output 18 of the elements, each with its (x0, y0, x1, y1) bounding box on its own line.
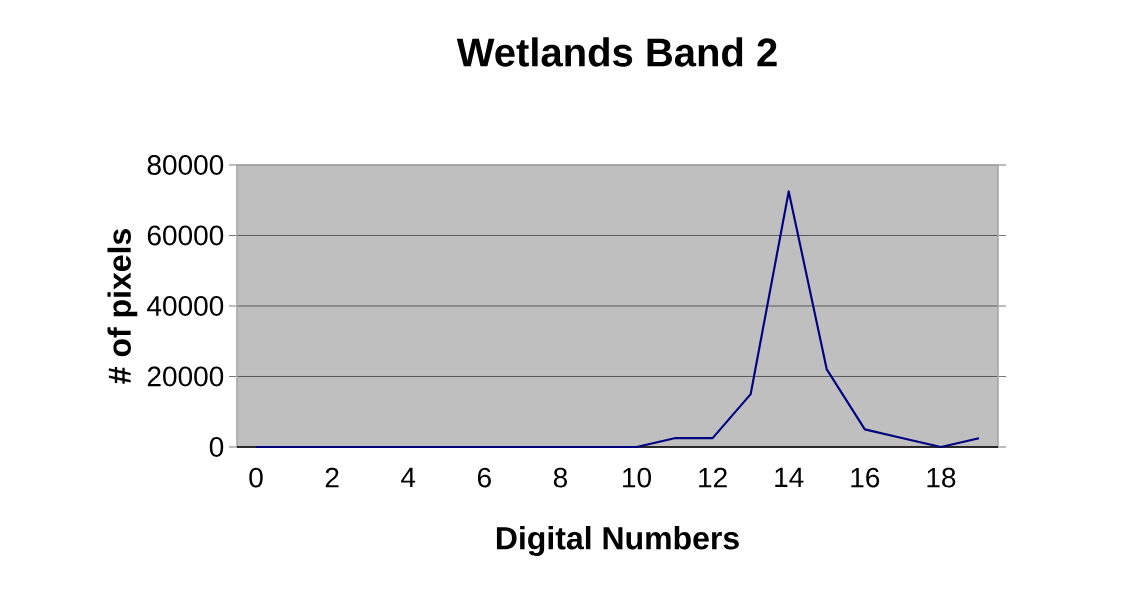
x-tick-label: 8 (553, 467, 567, 488)
x-tick-label: 10 (623, 467, 651, 488)
x-axis-title: Digital Numbers (496, 526, 739, 556)
y-tick-label: 0 (209, 437, 224, 457)
chart-title: Wetlands Band 2 (456, 37, 777, 67)
y-tick-label: 20000 (147, 366, 224, 387)
y-tick-label: 60000 (147, 225, 224, 246)
y-tick-label: 40000 (147, 296, 224, 316)
x-tick-label: 4 (401, 467, 416, 487)
x-tick-label: 12 (699, 467, 727, 488)
y-tick-label: 80000 (147, 155, 224, 175)
x-tick-label: 14 (775, 467, 804, 487)
x-tick-label: 6 (477, 467, 491, 488)
x-tick-label: 16 (851, 467, 880, 488)
y-axis-title: # of pixels (107, 229, 138, 384)
x-tick-label: 18 (927, 467, 956, 488)
x-tick-label: 2 (325, 467, 339, 488)
x-tick-label: 0 (249, 467, 263, 488)
